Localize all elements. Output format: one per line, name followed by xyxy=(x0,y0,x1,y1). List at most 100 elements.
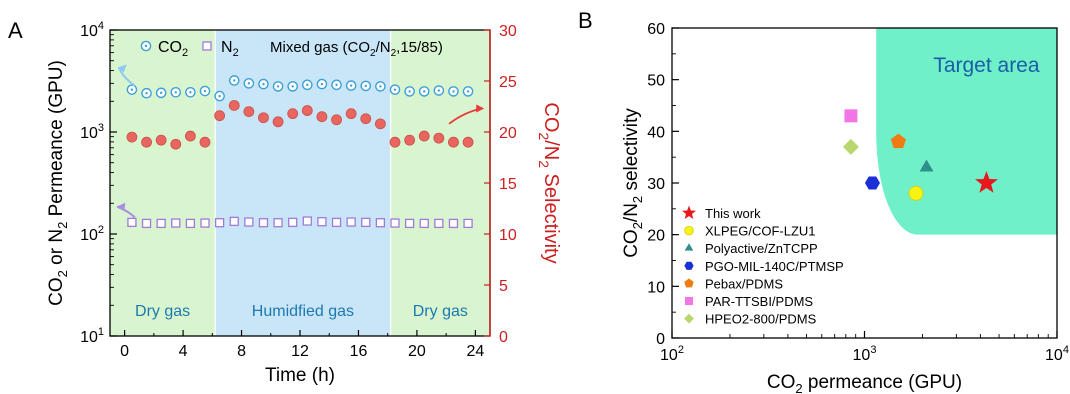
y2-tick-label: 20 xyxy=(499,125,517,142)
y2-tick-label: 15 xyxy=(499,176,517,193)
selectivity-point xyxy=(214,110,226,122)
x-tick-label: 8 xyxy=(237,343,246,360)
y-tick-label: 102 xyxy=(80,224,104,244)
n2-point xyxy=(361,217,371,228)
co2-point-dot xyxy=(174,91,177,94)
triangle-shape xyxy=(919,159,934,172)
tick-base: 10 xyxy=(1045,347,1063,364)
n2-point xyxy=(390,218,400,228)
y2-tick-label: 0 xyxy=(499,329,508,346)
label-part: 2 xyxy=(536,132,552,140)
co2-point-dot xyxy=(159,91,163,95)
label-part: CO xyxy=(46,277,67,306)
co2-point-dot xyxy=(379,85,382,88)
legend-label: Pebax/PDMS xyxy=(705,276,783,291)
tick-base: 10 xyxy=(80,23,98,40)
label-part: N xyxy=(221,39,233,56)
label-part: Permeance (GPU) xyxy=(46,60,67,222)
x-tick-label: 12 xyxy=(291,343,309,360)
tick-exponent: 2 xyxy=(678,344,684,356)
legend-marker-star xyxy=(681,205,697,220)
label-part: /N xyxy=(376,39,391,56)
co2-point-dot xyxy=(233,79,236,82)
tick-base: 10 xyxy=(80,329,98,346)
n2-point xyxy=(171,218,181,228)
star-shape xyxy=(975,171,998,193)
co2-point-dot xyxy=(276,85,280,88)
square-shape xyxy=(684,296,694,306)
y-tick-label: 104 xyxy=(80,20,104,40)
selectivity-axis-arrow-head xyxy=(476,104,485,113)
y-tick-label: 60 xyxy=(647,21,665,38)
label-part: 2 xyxy=(370,48,376,59)
label-part: 2 xyxy=(536,160,552,168)
co2-point-dot xyxy=(203,89,207,93)
label-part: 2 xyxy=(233,47,239,59)
co2-point-dot xyxy=(423,90,426,93)
legend-label: PAR-TTSBI/PDMS xyxy=(705,294,813,309)
n2-point xyxy=(419,218,429,229)
selectivity-point xyxy=(345,108,357,120)
target-area-label: Target area xyxy=(933,54,1040,77)
x-tick-label: 102 xyxy=(660,344,684,364)
co2-point-dot xyxy=(247,82,251,85)
tick-base: 10 xyxy=(80,125,98,142)
hexagon-shape xyxy=(864,176,880,190)
diamond-shape xyxy=(684,313,694,324)
label-part: /N xyxy=(621,203,642,222)
label-part: CO xyxy=(158,39,182,56)
target-area xyxy=(876,28,1057,235)
point-diamond xyxy=(842,138,859,155)
selectivity-point xyxy=(155,134,167,146)
n2-point xyxy=(404,218,415,229)
label-part: 2 xyxy=(630,196,645,203)
x-axis-title: Time (h) xyxy=(265,365,335,386)
label-part: 2 xyxy=(55,270,70,277)
y-tick-label: 0 xyxy=(656,331,665,348)
tick-exponent: 4 xyxy=(98,20,104,32)
label-part: 2 xyxy=(630,222,645,229)
selectivity-point xyxy=(199,136,211,148)
co2-point-dot xyxy=(130,88,134,91)
label-part: selectivity xyxy=(621,108,642,196)
legend-co2-marker-dot xyxy=(144,44,148,48)
co2-point-dot xyxy=(320,82,324,86)
legend-n2-marker xyxy=(202,41,212,51)
y-axis-title: CO2 or N2 Permeance (GPU) xyxy=(46,60,70,306)
panel-b-label: B xyxy=(578,8,593,33)
point-square xyxy=(844,109,858,123)
tick-exponent: 1 xyxy=(98,326,104,338)
label-part: Selectivity xyxy=(540,168,562,264)
legend-co2-label: CO2 xyxy=(158,39,188,59)
selectivity-point xyxy=(316,111,328,123)
selectivity-point xyxy=(360,113,372,125)
co2-point-dot xyxy=(262,82,265,86)
tick-exponent: 3 xyxy=(98,122,104,134)
n2-point xyxy=(229,216,239,227)
tick-exponent: 2 xyxy=(98,224,104,236)
selectivity-point xyxy=(301,105,313,116)
region-dry-bg xyxy=(110,30,216,336)
x-tick-label: 104 xyxy=(1045,344,1069,364)
pentagon-shape xyxy=(684,278,694,288)
n2-axis-arrow-head xyxy=(116,202,126,211)
region-label: Humidfied gas xyxy=(252,303,354,320)
legend-mixed-gas: Mixed gas (CO2/N2,15/85) xyxy=(270,39,443,59)
point-pentagon xyxy=(890,133,907,149)
chart-a-legend: CO2 N2 Mixed gas (CO2/N2,15/85) xyxy=(140,39,443,59)
tick-exponent: 4 xyxy=(1063,344,1069,356)
n2-point xyxy=(127,217,137,228)
selectivity-point xyxy=(126,131,138,143)
x-tick-label: 16 xyxy=(350,343,368,360)
selectivity-point xyxy=(228,100,240,111)
x-tick-label: 103 xyxy=(853,344,877,364)
label-part: CO xyxy=(540,102,562,132)
x-tick-label: 24 xyxy=(466,343,484,360)
n2-point xyxy=(156,218,166,229)
legend-marker-square xyxy=(684,296,694,306)
selectivity-point xyxy=(374,118,386,130)
legend-marker-diamond xyxy=(684,313,694,324)
tick-exponent: 3 xyxy=(870,344,876,356)
legend-n2-label: N2 xyxy=(221,39,239,59)
